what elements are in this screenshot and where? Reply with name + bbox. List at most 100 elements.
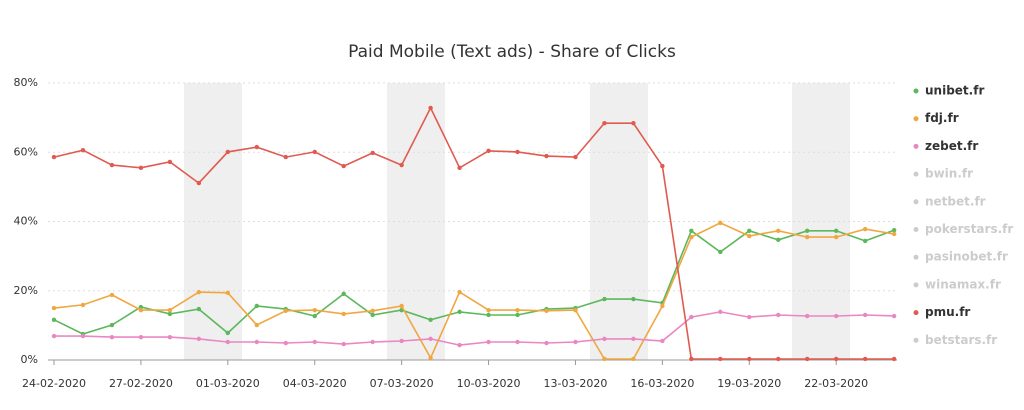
data-point	[196, 306, 202, 312]
data-point	[283, 308, 288, 314]
data-point	[486, 312, 491, 318]
data-point	[515, 307, 520, 313]
data-point	[486, 307, 491, 313]
data-point	[312, 149, 317, 155]
data-point	[370, 308, 375, 314]
legend-label: unibet.fr	[925, 84, 984, 98]
data-point	[602, 296, 607, 302]
data-point	[428, 355, 433, 361]
legend-marker	[913, 282, 919, 288]
data-point	[891, 313, 897, 319]
data-point	[457, 289, 462, 295]
data-point	[660, 163, 665, 169]
weekend-band	[387, 83, 445, 360]
x-tick-label: 10-03-2020	[457, 377, 521, 390]
data-point	[891, 227, 897, 233]
data-point	[776, 312, 781, 318]
data-point	[225, 149, 231, 155]
data-point	[631, 296, 636, 302]
data-point	[573, 154, 578, 160]
x-tick-label: 27-02-2020	[109, 377, 173, 390]
data-point	[370, 150, 375, 156]
legend-marker	[913, 254, 919, 260]
data-point	[254, 144, 259, 150]
data-point	[891, 356, 897, 362]
data-point	[51, 333, 57, 339]
legend-marker	[913, 227, 919, 232]
data-point	[225, 339, 231, 345]
x-tick-label: 19-03-2020	[717, 377, 781, 390]
data-point	[196, 180, 202, 186]
data-point	[689, 356, 694, 362]
data-point	[515, 312, 520, 318]
data-point	[515, 339, 520, 345]
data-point	[254, 322, 259, 328]
data-point	[660, 338, 665, 344]
data-point	[428, 336, 433, 342]
data-point	[167, 334, 173, 340]
data-point	[196, 289, 202, 295]
data-point	[631, 356, 636, 362]
data-point	[138, 334, 144, 340]
data-point	[862, 226, 868, 232]
data-point	[718, 356, 723, 362]
data-point	[370, 339, 375, 345]
data-point	[167, 307, 173, 313]
data-point	[51, 154, 57, 160]
data-point	[776, 356, 781, 362]
data-point	[805, 234, 810, 240]
data-point	[833, 234, 839, 240]
legend-label: fdj.fr	[925, 111, 959, 125]
x-tick-label: 13-03-2020	[543, 377, 607, 390]
legend-marker	[913, 310, 919, 316]
data-point	[660, 303, 665, 309]
data-point	[138, 304, 144, 310]
data-point	[689, 228, 694, 234]
data-point	[341, 163, 346, 169]
data-point	[283, 340, 288, 346]
data-point	[544, 308, 549, 314]
data-point	[225, 330, 231, 336]
x-tick-label: 24-02-2020	[22, 377, 86, 390]
data-point	[515, 149, 520, 155]
data-point	[80, 333, 86, 339]
data-point	[631, 336, 636, 342]
data-point	[370, 312, 375, 318]
data-point	[109, 334, 115, 340]
data-point	[486, 148, 491, 154]
data-point	[776, 228, 781, 234]
data-point	[747, 356, 752, 362]
x-tick-label: 07-03-2020	[370, 377, 434, 390]
data-point	[138, 307, 144, 313]
data-point	[631, 120, 636, 126]
data-point	[167, 159, 173, 165]
data-point	[341, 311, 346, 317]
data-point	[602, 356, 607, 362]
data-point	[341, 341, 346, 347]
data-point	[862, 238, 868, 244]
data-point	[718, 249, 723, 255]
data-point	[399, 162, 404, 168]
data-point	[457, 342, 462, 348]
data-point	[109, 322, 115, 328]
data-point	[109, 292, 115, 298]
y-tick-label: 40%	[14, 215, 38, 228]
y-tick-label: 20%	[14, 284, 38, 297]
data-point	[312, 339, 317, 345]
legend-label: pokerstars.fr	[925, 222, 1013, 236]
data-point	[544, 340, 549, 346]
legend-label: winamax.fr	[925, 277, 1001, 291]
data-point	[486, 339, 491, 345]
data-point	[602, 336, 607, 342]
data-point	[833, 356, 839, 362]
legend-marker	[913, 171, 919, 177]
data-point	[718, 309, 723, 315]
data-point	[689, 234, 694, 240]
y-tick-label: 0%	[21, 353, 38, 366]
data-point	[109, 162, 115, 168]
data-point	[747, 228, 752, 234]
data-point	[747, 314, 752, 320]
x-tick-label: 01-03-2020	[196, 377, 260, 390]
data-point	[718, 220, 723, 226]
data-point	[833, 313, 839, 319]
